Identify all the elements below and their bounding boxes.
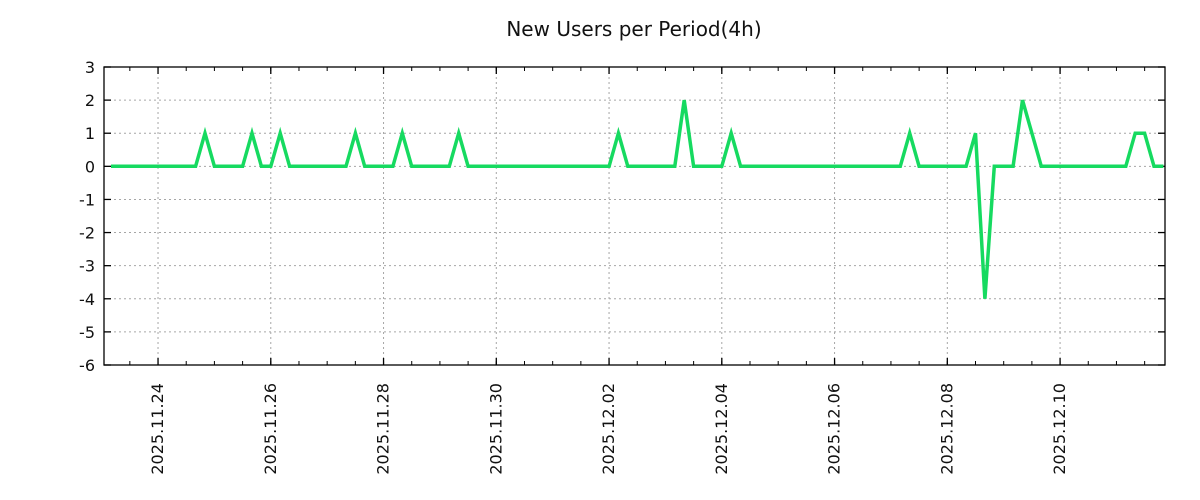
series-line-new-users (111, 99, 1164, 299)
x-tick-label: 2025.11.28 (374, 383, 393, 475)
plot-border (103, 66, 1166, 366)
y-tick-label: -4 (79, 290, 95, 309)
y-tick-label: 0 (85, 157, 95, 176)
y-tick-label: -5 (79, 323, 95, 342)
x-tick-label: 2025.12.08 (937, 383, 956, 475)
y-tick-label: 1 (85, 124, 95, 143)
gridlines (104, 66, 1165, 366)
y-tick-label: 3 (85, 58, 95, 77)
x-tick-label: 2025.11.30 (486, 383, 505, 475)
y-tick-label: -2 (79, 224, 95, 243)
y-tick-label: -3 (79, 257, 95, 276)
x-tick-label: 2025.12.04 (712, 383, 731, 475)
x-tick-label: 2025.11.26 (261, 383, 280, 475)
chart-title: New Users per Period(4h) (506, 17, 761, 41)
x-tick-label: 2025.12.10 (1050, 383, 1069, 475)
y-tick-label: -1 (79, 190, 95, 209)
y-tick-label: 2 (85, 91, 95, 110)
x-tick-label: 2025.11.24 (148, 383, 167, 475)
y-tick-label: -6 (79, 356, 95, 375)
x-tick-label: 2025.12.06 (825, 383, 844, 475)
axes (103, 66, 1166, 366)
tick-labels: 3 2 1 0 -1 -2 -3 -4 -5 -6 2025.11.24 2025.11.26 2025… (79, 58, 1069, 475)
x-tick-label: 2025.12.02 (599, 383, 618, 475)
series-line (111, 99, 1164, 299)
